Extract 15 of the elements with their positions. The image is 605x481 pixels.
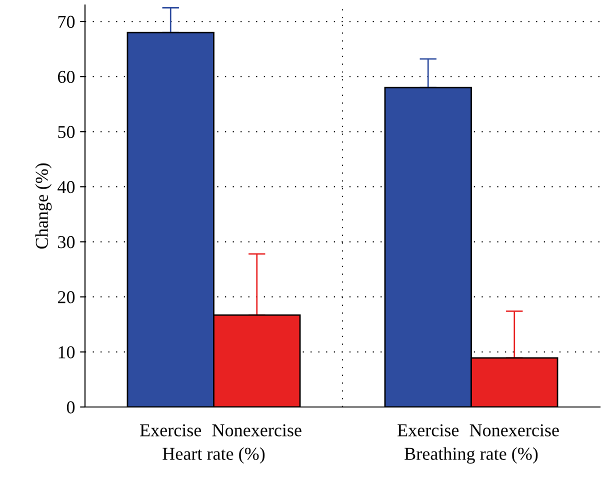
y-tick-label: 50 [58, 126, 75, 138]
y-tick-label: 60 [58, 70, 75, 84]
y-tick-label: 40 [58, 180, 75, 194]
y-tick-label: 10 [58, 346, 75, 358]
series-label: Nonexercise [212, 424, 302, 436]
y-tick-label: 70 [58, 16, 75, 28]
text: Nonexercise [470, 424, 559, 436]
series-label: Exercise [140, 424, 202, 436]
y-tick-label: 0 [66, 401, 75, 414]
y-axis-title: Change (%) [35, 163, 52, 249]
y-tick-label: 30 [58, 236, 75, 248]
x-tick-label: Heart rate (%) [162, 447, 265, 464]
text: Exercise [398, 424, 459, 436]
y-tick-label: 20 [58, 291, 75, 304]
x-tick-label: Breathing rate (%) [404, 447, 538, 464]
